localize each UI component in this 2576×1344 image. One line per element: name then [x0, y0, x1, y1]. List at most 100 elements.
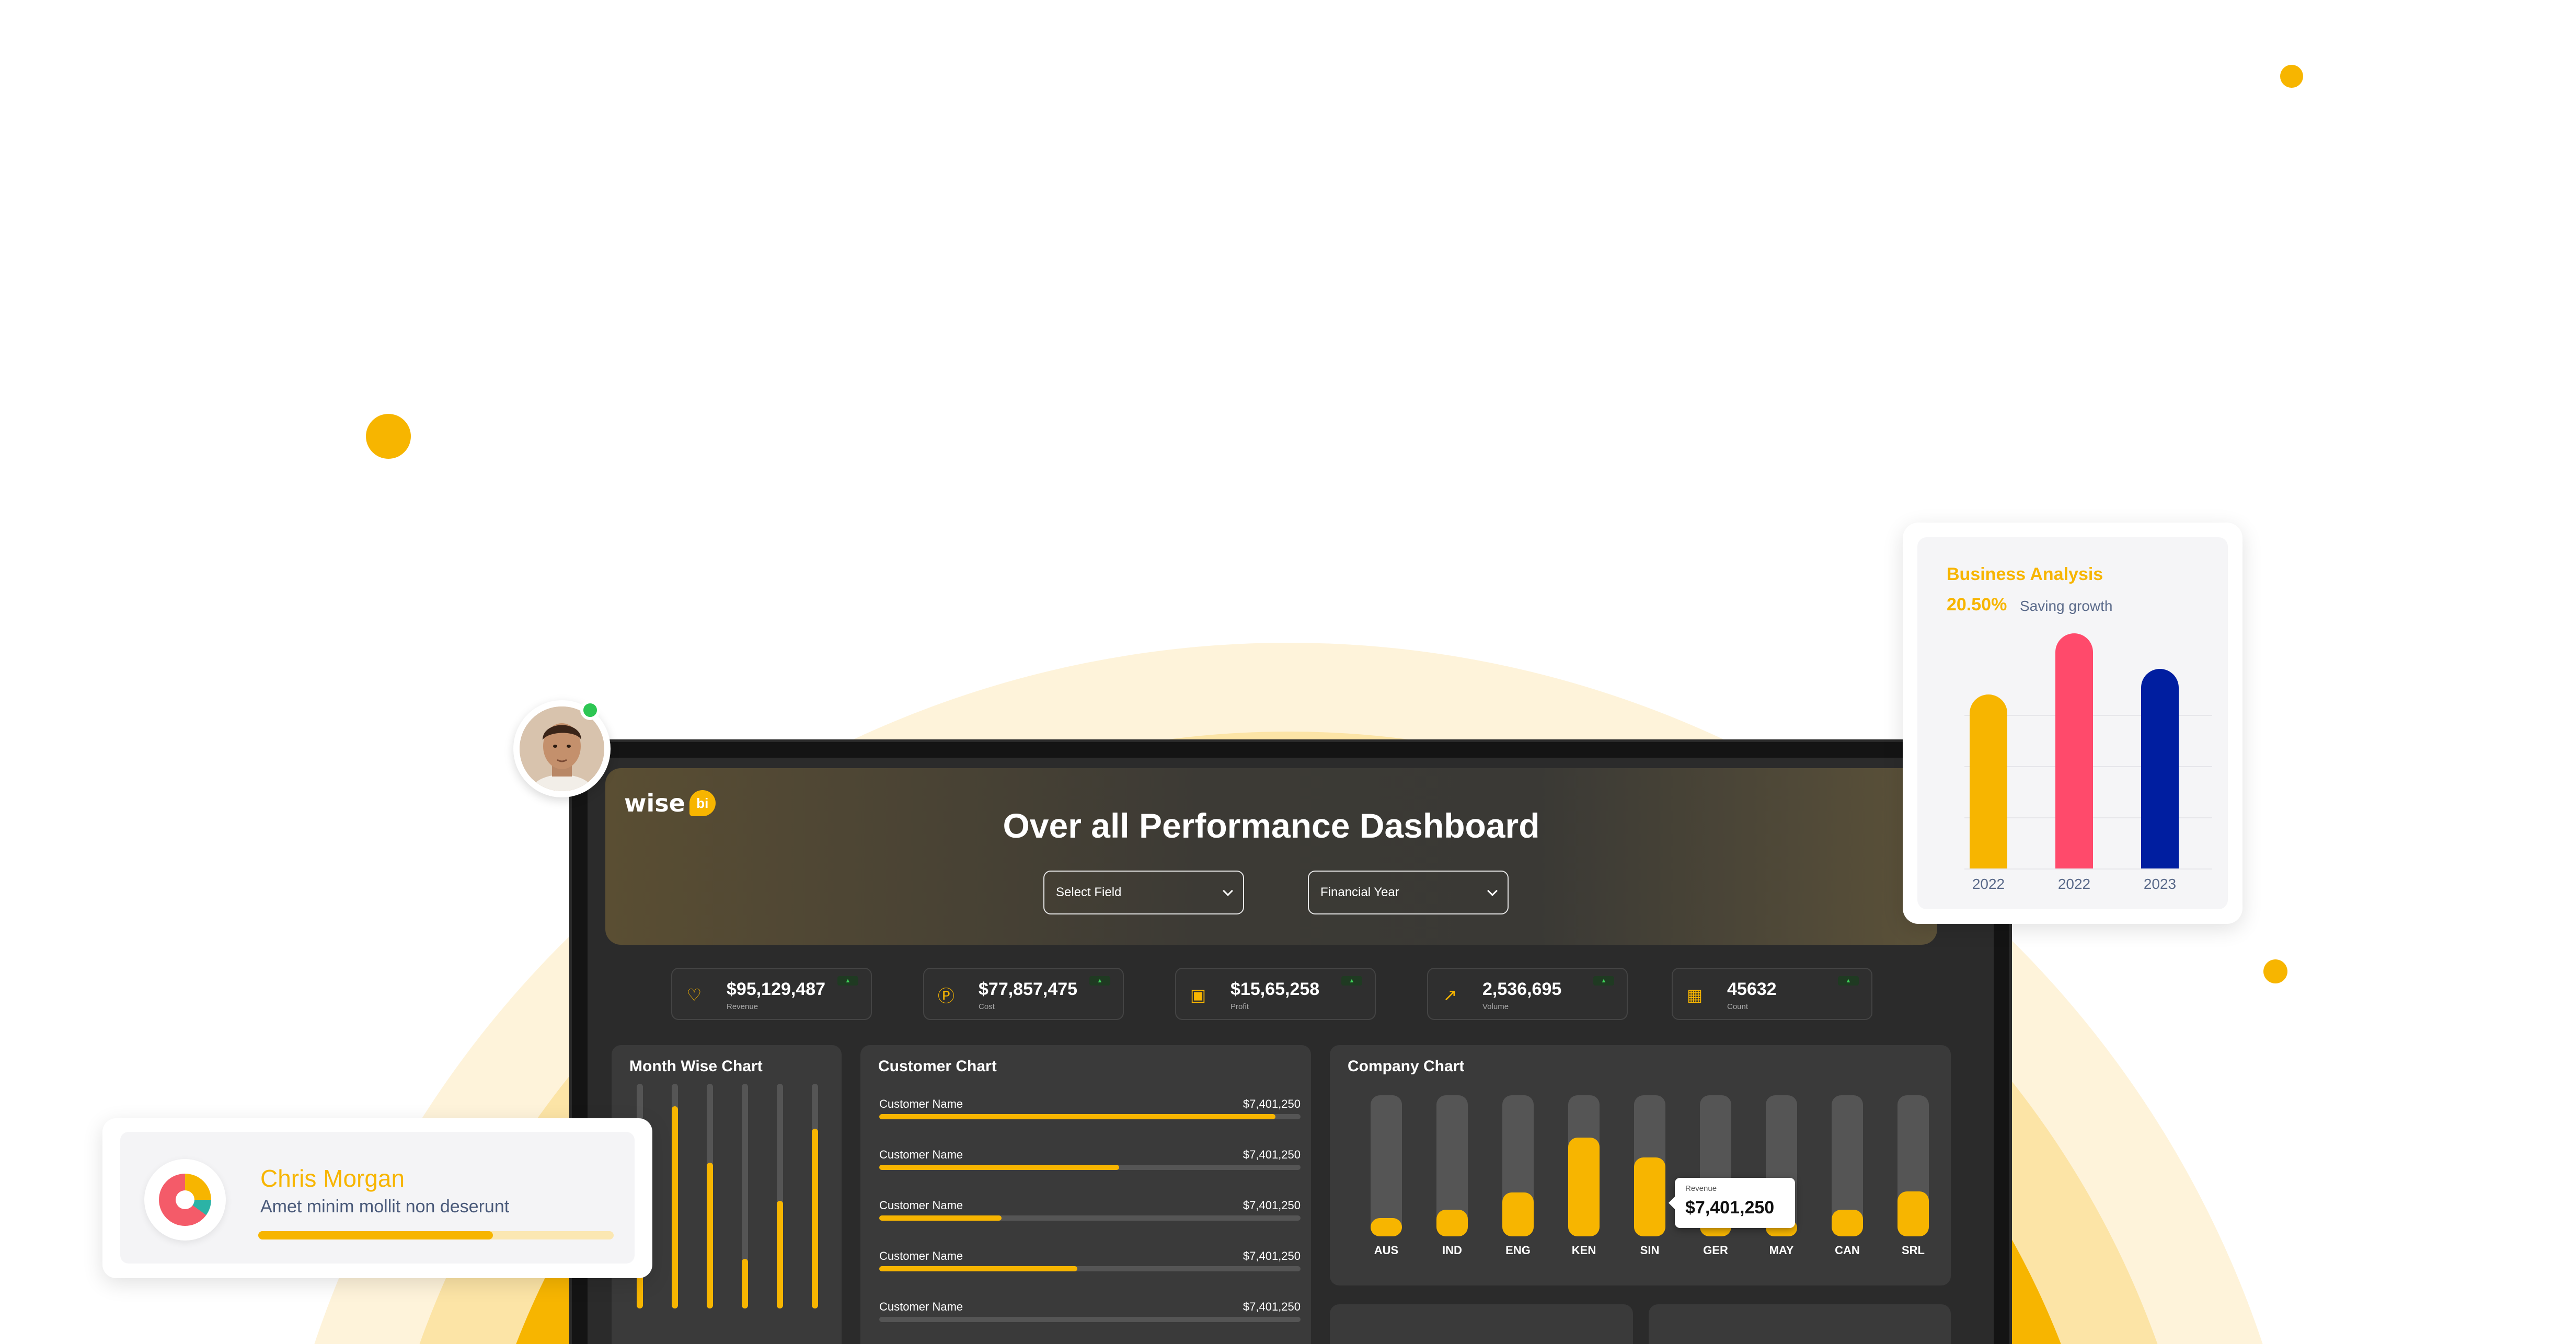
- company-bar-label: MAY: [1769, 1244, 1794, 1257]
- kpi-value: 2,536,695: [1482, 979, 1562, 999]
- trend-up-badge: ▲: [1838, 976, 1859, 986]
- company-bar-fill: [1502, 1192, 1534, 1236]
- month-bar-fill: [707, 1162, 713, 1308]
- financial-year-dropdown[interactable]: Financial Year: [1308, 871, 1509, 914]
- month-bar-fill: [672, 1106, 678, 1308]
- kpi-value: 45632: [1727, 979, 1777, 999]
- business-analysis-title: Business Analysis: [1947, 564, 2103, 584]
- customer-bar-fill: [879, 1266, 1077, 1271]
- kpi-volume[interactable]: ↗ 2,536,695 Volume ▲: [1427, 968, 1628, 1020]
- decor-dot: [2280, 65, 2303, 88]
- decor-dot: [2263, 959, 2287, 983]
- customer-value: $7,401,250: [1243, 1097, 1301, 1110]
- tooltip-label: Revenue: [1685, 1184, 1717, 1193]
- company-bar-fill: [1568, 1138, 1600, 1236]
- wise-bi-logo[interactable]: wise bi: [624, 789, 716, 817]
- company-bar-fill: [1634, 1157, 1665, 1236]
- avatar[interactable]: [513, 700, 611, 797]
- company-bar-fill: [1436, 1209, 1468, 1236]
- company-bar-label: KEN: [1571, 1244, 1596, 1257]
- company-bar-label: CAN: [1835, 1244, 1860, 1257]
- user-progress-bar: [258, 1231, 614, 1239]
- chart-tooltip: Revenue $7,401,250: [1669, 1178, 1795, 1228]
- kpi-value: $77,857,475: [979, 979, 1078, 999]
- month-bar[interactable]: [742, 1084, 748, 1308]
- panel-title: Customer Chart: [878, 1058, 997, 1075]
- page-title: Over all Performance Dashboard: [1003, 806, 1540, 845]
- user-name: Chris Morgan: [260, 1165, 405, 1192]
- company-chart-panel: Company Chart AUS IND ENG KEN SIN GER MAY CAN SR…: [1330, 1045, 1951, 1285]
- company-bar-ind[interactable]: [1436, 1095, 1468, 1236]
- customer-bar-fill: [879, 1215, 1002, 1221]
- customer-bar-track: [879, 1215, 1301, 1221]
- handshake-icon: ♡: [686, 986, 702, 1004]
- customer-bar-fill: [879, 1114, 1275, 1119]
- company-bar-eng[interactable]: [1502, 1095, 1534, 1236]
- month-bar-fill: [742, 1259, 748, 1308]
- trend-up-badge: ▲: [1341, 976, 1362, 986]
- customer-name: Customer Name: [879, 1097, 963, 1110]
- company-bar-label: SIN: [1640, 1244, 1660, 1257]
- business-bar[interactable]: [2055, 633, 2093, 868]
- kpi-profit[interactable]: ▣ $15,65,258 Profit ▲: [1175, 968, 1376, 1020]
- financial-year-label: Financial Year: [1320, 885, 1399, 899]
- business-analysis-card[interactable]: Business Analysis 20.50% Saving growth 2…: [1903, 523, 2242, 924]
- company-bar-srl[interactable]: [1898, 1095, 1929, 1236]
- kpi-cost[interactable]: Ⓟ $77,857,475 Cost ▲: [923, 968, 1124, 1020]
- trend-up-badge: ▲: [1593, 976, 1614, 986]
- select-field-label: Select Field: [1056, 885, 1122, 899]
- customer-value: $7,401,250: [1243, 1199, 1301, 1212]
- dashboard-screen: wise bi Over all Performance Dashboard S…: [588, 758, 1994, 1344]
- company-bar-fill: [1898, 1191, 1929, 1236]
- month-bar[interactable]: [777, 1084, 783, 1308]
- month-bar[interactable]: [707, 1084, 713, 1308]
- company-bar-ken[interactable]: [1568, 1095, 1600, 1236]
- company-bar-aus[interactable]: [1371, 1095, 1402, 1236]
- trend-up-badge: ▲: [1089, 976, 1110, 986]
- customer-bar-track: [879, 1266, 1301, 1271]
- month-bar-fill: [777, 1200, 783, 1308]
- avatar-photo: [520, 706, 604, 791]
- user-card[interactable]: Chris Morgan Amet minim mollit non deser…: [102, 1118, 652, 1278]
- customer-bar-track: [879, 1165, 1301, 1170]
- customer-value: $7,401,250: [1243, 1300, 1301, 1313]
- business-bar[interactable]: [1970, 694, 2007, 868]
- company-bar-can[interactable]: [1832, 1095, 1863, 1236]
- kpi-value: $15,65,258: [1230, 979, 1320, 999]
- grid-line: [1964, 868, 2212, 870]
- decor-dot: [366, 414, 411, 459]
- customer-bar-fill: [879, 1165, 1120, 1170]
- business-bar-label: 2022: [1972, 876, 2005, 892]
- month-bar[interactable]: [812, 1084, 818, 1308]
- business-bar[interactable]: [2141, 668, 2179, 868]
- company-bar-label: AUS: [1374, 1244, 1399, 1257]
- customer-value: $7,401,250: [1243, 1148, 1301, 1161]
- tooltip-arrow: [1669, 1197, 1675, 1209]
- month-bar[interactable]: [672, 1084, 678, 1308]
- dashboard-monitor: wise bi Over all Performance Dashboard S…: [572, 742, 2009, 1344]
- online-status-dot: [580, 700, 600, 720]
- logo-badge: bi: [689, 790, 716, 816]
- trend-up-badge: ▲: [837, 976, 858, 986]
- saving-growth-label: Saving growth: [2020, 598, 2113, 614]
- user-progress-fill: [258, 1231, 493, 1239]
- lower-right-panel: [1649, 1304, 1951, 1344]
- pie-hole: [176, 1190, 194, 1209]
- month-bar-fill: [812, 1129, 818, 1308]
- tooltip-value: $7,401,250: [1685, 1198, 1775, 1218]
- business-bar-label: 2023: [2143, 876, 2177, 892]
- saving-growth-percent: 20.50%: [1947, 595, 2007, 615]
- customer-bar-track: [879, 1114, 1301, 1119]
- dollar-icon: Ⓟ: [937, 987, 954, 1005]
- select-field-dropdown[interactable]: Select Field: [1043, 871, 1244, 914]
- kpi-label: Count: [1727, 1002, 1749, 1011]
- business-bar-label: 2022: [2057, 876, 2091, 892]
- company-bar-label: GER: [1703, 1244, 1728, 1257]
- kpi-revenue[interactable]: ♡ $95,129,487 Revenue ▲: [671, 968, 872, 1020]
- chevron-down-icon: [1223, 886, 1233, 896]
- company-bar-label: SRL: [1902, 1244, 1925, 1257]
- kpi-label: Volume: [1482, 1002, 1509, 1011]
- company-bar-sin[interactable]: [1634, 1095, 1665, 1236]
- customer-name: Customer Name: [879, 1249, 963, 1262]
- kpi-count[interactable]: ▦ 45632 Count ▲: [1672, 968, 1872, 1020]
